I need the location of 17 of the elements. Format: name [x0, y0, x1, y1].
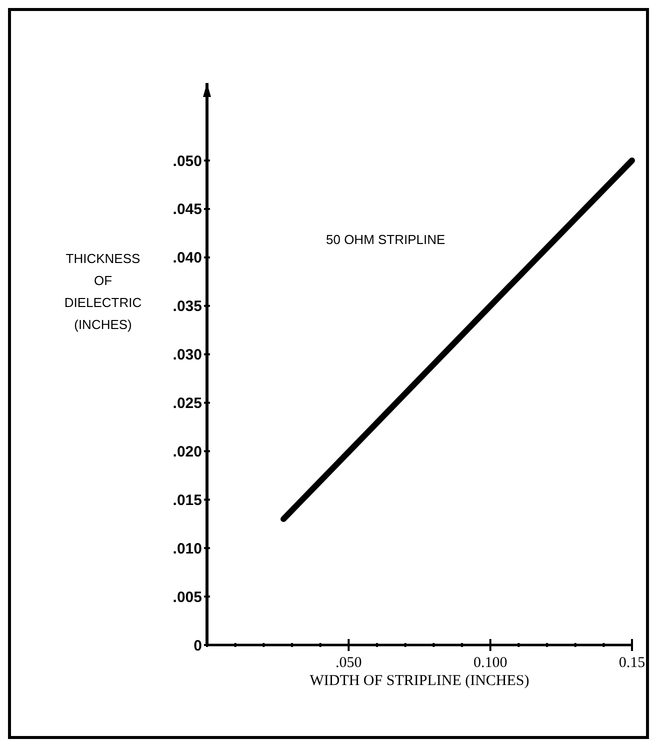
x-tick-label: .050	[336, 655, 362, 671]
y-tick-label: .020	[172, 443, 202, 460]
y-axis-title: THICKNESS OF DIELECTRIC (INCHES)	[64, 251, 142, 332]
y-tick-label: .025	[172, 395, 202, 412]
y-tick-label: .040	[172, 250, 202, 267]
x-tick-label: 0.100	[473, 655, 508, 671]
y-tick-label: .010	[172, 540, 202, 558]
y-tick-label: .050	[172, 152, 202, 170]
y-tick-label: .015	[172, 492, 202, 509]
annotation: 50 OHM STRIPLINE	[326, 232, 446, 247]
x-tick-label: 0.15	[618, 655, 646, 671]
y-tick-label: .045	[172, 201, 202, 218]
y-tick-label: .030	[172, 346, 202, 364]
y-tick-label: .035	[172, 298, 202, 316]
y-tick-label: .005	[172, 588, 202, 606]
y-tick-label: 0	[194, 637, 202, 654]
x-axis-title: WIDTH OF STRIPLINE (INCHES)	[310, 673, 530, 689]
